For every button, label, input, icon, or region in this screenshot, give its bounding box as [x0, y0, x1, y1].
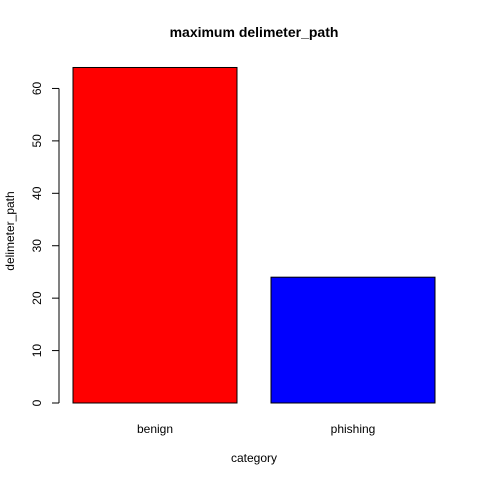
y-axis: 0 10 20 30 40 50 60 — [30, 81, 60, 406]
x-tick-label-benign: benign — [137, 422, 173, 436]
y-tick-label: 20 — [30, 291, 44, 305]
x-tick-labels: benign phishing — [137, 422, 375, 436]
x-tick-label-phishing: phishing — [331, 422, 376, 436]
bar-phishing — [270, 276, 436, 404]
x-axis-label: category — [231, 451, 277, 465]
bars — [72, 66, 436, 404]
y-tick-label: 30 — [30, 239, 44, 253]
y-tick-label: 50 — [30, 134, 44, 148]
y-axis-label: delimeter_path — [3, 191, 17, 270]
bar-benign — [72, 66, 238, 404]
y-tick-label: 10 — [30, 344, 44, 358]
y-tick-label: 60 — [30, 81, 44, 95]
y-tick-label: 40 — [30, 186, 44, 200]
y-tick-label: 0 — [30, 399, 44, 406]
chart-title: maximum delimeter_path — [170, 24, 339, 40]
